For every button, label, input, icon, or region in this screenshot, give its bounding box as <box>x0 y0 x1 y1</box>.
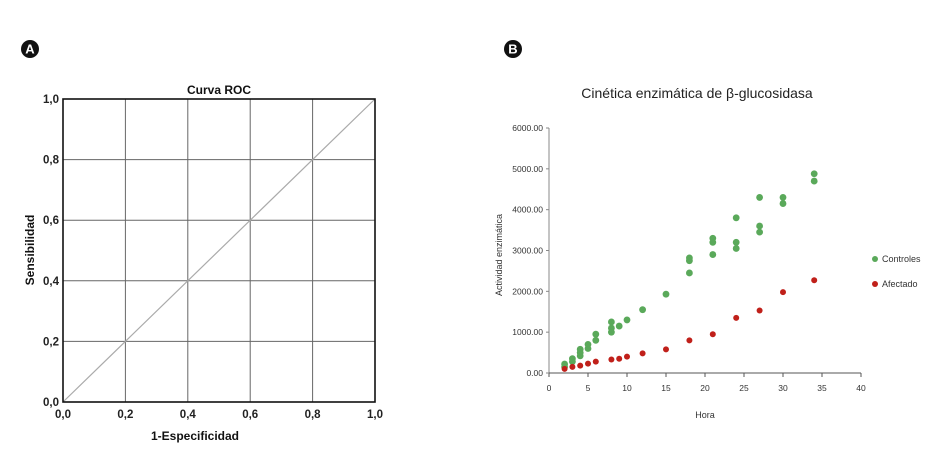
data-point-afectado <box>709 331 716 338</box>
kinetics-x-tick-label: 25 <box>739 383 749 393</box>
kinetics-y-tick-label: 3000.00 <box>512 246 543 256</box>
data-point-afectado <box>811 277 818 284</box>
roc-y-tick-label: 0,8 <box>43 155 60 167</box>
kinetics-points <box>561 170 818 372</box>
kinetics-y-tick-label: 2000.00 <box>512 286 543 296</box>
data-point-controles <box>561 360 568 368</box>
data-point-controles <box>810 170 818 178</box>
roc-plot-frame <box>62 98 376 403</box>
roc-x-tick-label: 0,6 <box>242 409 258 421</box>
data-point-afectado <box>686 337 693 344</box>
data-point-controles <box>732 214 740 222</box>
kinetics-x-tick-label: 30 <box>778 383 788 393</box>
panel-b-badge-label: B <box>508 42 517 57</box>
data-point-controles <box>608 324 615 332</box>
data-point-controles <box>709 251 717 258</box>
roc-y-axis-title: Sensibilidad <box>23 215 37 286</box>
roc-series <box>62 98 376 403</box>
roc-reference-line <box>62 98 376 403</box>
roc-y-tick-label: 0,2 <box>43 336 59 348</box>
data-point-controles <box>810 177 818 185</box>
roc-x-tick-label: 0,2 <box>117 409 133 421</box>
data-point-controles <box>584 341 592 348</box>
panel-b-badge: B <box>504 40 522 58</box>
kinetics-y-tick-label: 0.00 <box>526 368 543 378</box>
kinetics-x-tick-label: 0 <box>547 383 552 393</box>
kinetics-x-ticks: 0 5 10 15 20 25 30 35 40 <box>547 373 866 393</box>
data-point-afectado <box>585 360 591 367</box>
roc-y-tick-label: 0,0 <box>43 397 59 409</box>
panel-a-badge-label: A <box>25 42 35 57</box>
roc-x-ticks: 0,0 0,2 0,4 0,6 0,8 1,0 <box>55 409 383 421</box>
panel-a-badge-circle <box>21 40 39 58</box>
roc-y-ticks: 0,0 0,2 0,4 0,6 0,8 1,0 <box>43 94 60 409</box>
kinetics-x-tick-label: 40 <box>856 383 866 393</box>
data-point-afectado <box>663 346 669 353</box>
data-point-afectado <box>561 365 568 372</box>
data-point-controles <box>608 318 615 326</box>
kinetics-y-ticks: 0.00 1000.00 2000.00 3000.00 4000.00 5000.00 6… <box>512 123 549 378</box>
data-point-controles <box>662 290 670 298</box>
kinetics-x-tick-label: 15 <box>661 383 671 393</box>
data-point-controles <box>732 245 740 252</box>
data-point-afectado <box>616 355 623 362</box>
data-point-controles <box>779 194 787 201</box>
kinetics-x-tick-label: 20 <box>700 383 710 393</box>
kinetics-title: Cinética enzimática de β-glucosidasa <box>581 85 813 101</box>
data-point-afectado <box>733 314 740 321</box>
data-point-controles <box>639 306 646 314</box>
data-point-controles <box>779 200 787 207</box>
data-point-controles <box>615 322 623 330</box>
data-point-afectado <box>780 289 786 296</box>
data-point-controles <box>686 254 693 262</box>
legend-label-controles: Controles <box>882 254 921 264</box>
data-point-controles <box>623 316 631 324</box>
legend-label-afectado: Afectado <box>882 279 918 289</box>
data-point-controles <box>592 330 600 338</box>
kinetics-y-axis-title: Actividad enzimática <box>494 214 504 296</box>
roc-x-axis-title: 1-Especificidad <box>151 429 239 443</box>
data-point-controles <box>592 336 600 344</box>
kinetics-legend: Controles Afectado <box>872 254 921 289</box>
data-point-controles <box>756 228 763 236</box>
legend-marker-controles <box>872 256 878 262</box>
roc-x-tick-label: 1,0 <box>367 409 383 421</box>
kinetics-y-tick-label: 5000.00 <box>512 164 543 174</box>
data-point-afectado <box>569 363 576 370</box>
roc-grid <box>63 99 375 402</box>
data-point-controles <box>709 234 717 242</box>
data-point-controles <box>756 194 763 201</box>
data-point-afectado <box>577 362 584 369</box>
kinetics-y-tick-label: 4000.00 <box>512 205 543 215</box>
data-point-controles <box>732 238 740 246</box>
panel-a-badge: A <box>21 40 39 58</box>
kinetics-x-tick-label: 5 <box>586 383 591 393</box>
data-point-afectado <box>592 358 599 365</box>
roc-chart: Curva ROC 0,0 0,2 0,4 0,6 0,8 1,0 0,00,20,40,… <box>23 83 383 443</box>
kinetics-chart: Cinética enzimática de β-glucosidasa 0 5 1… <box>494 85 921 420</box>
kinetics-x-axis-title: Hora <box>695 410 715 420</box>
roc-title: Curva ROC <box>187 83 251 97</box>
data-point-afectado <box>608 356 615 363</box>
data-point-controles <box>686 269 693 277</box>
data-point-afectado <box>639 350 646 357</box>
data-point-controles <box>756 222 763 230</box>
roc-y-tick-label: 1,0 <box>43 94 59 106</box>
roc-y-tick-label: 0,4 <box>43 276 60 288</box>
data-point-controles <box>569 355 576 363</box>
data-point-controles <box>576 345 584 353</box>
data-point-afectado <box>624 353 630 360</box>
kinetics-x-tick-label: 10 <box>622 383 632 393</box>
roc-x-tick-label: 0,4 <box>180 409 197 421</box>
legend-marker-afectado <box>872 281 878 287</box>
kinetics-y-tick-label: 1000.00 <box>512 327 543 337</box>
panel-b-badge-circle <box>504 40 522 58</box>
roc-y-tick-label: 0,6 <box>43 215 59 227</box>
data-point-afectado <box>756 307 763 314</box>
kinetics-x-tick-label: 35 <box>817 383 827 393</box>
roc-x-tick-label: 0,8 <box>305 409 322 421</box>
roc-x-tick-label: 0,0 <box>55 409 71 421</box>
kinetics-y-tick-label: 6000.00 <box>512 123 543 133</box>
